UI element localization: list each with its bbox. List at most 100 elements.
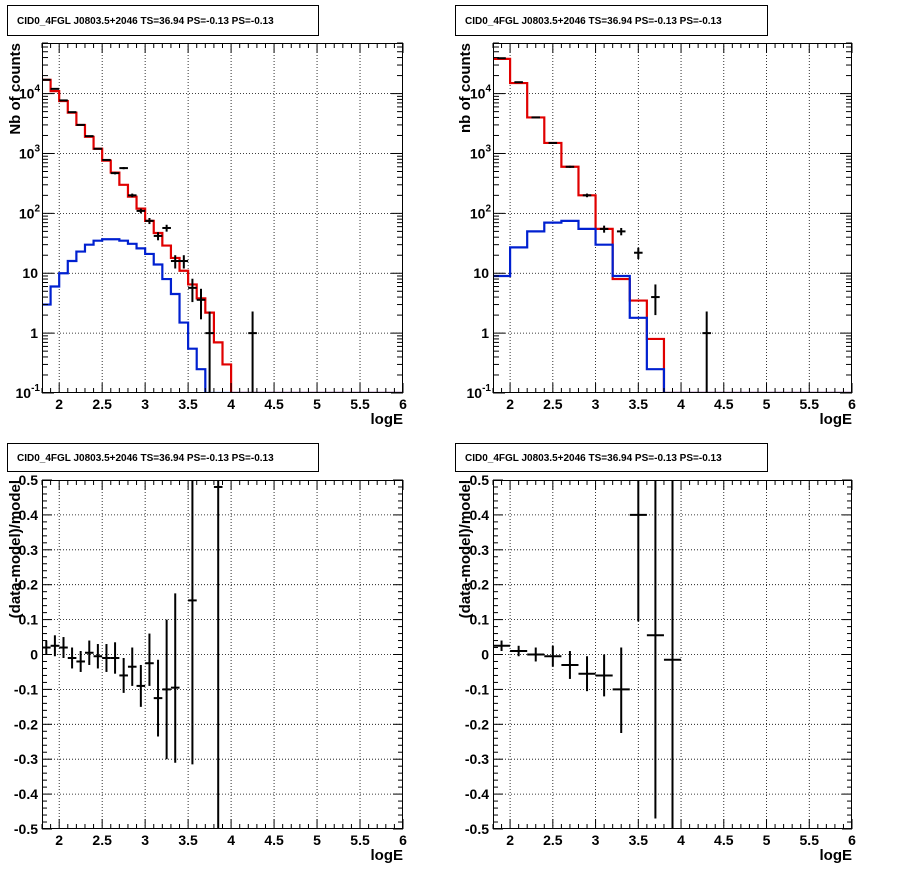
y-tick-label: 103: [470, 143, 492, 161]
x-tick-label: 2: [506, 396, 514, 412]
data-point: [493, 640, 511, 652]
y-tick-label: 104: [470, 84, 492, 102]
chart-title-box: [7, 5, 319, 36]
y-axis-label: (data-model)/model: [457, 480, 474, 618]
data-point: [531, 116, 541, 119]
data-point: [102, 644, 111, 672]
data-point: [76, 123, 85, 126]
x-tick-label: 4.5: [714, 832, 734, 848]
data-point: [188, 278, 197, 303]
x-axis-label: logE: [371, 411, 404, 428]
x-tick-label: 5.5: [800, 832, 820, 848]
y-tick-label: 0.4: [470, 507, 490, 523]
data-point: [651, 284, 660, 316]
chart-panel-1: CID0_4FGL J0803.5+2046 TS=36.94 PS=-0.13…: [7, 5, 407, 428]
data-point: [162, 224, 171, 232]
x-tick-label: 2: [55, 396, 63, 412]
x-tick-label: 6: [848, 832, 856, 848]
data-point: [127, 647, 137, 686]
x-axis-label: logE: [820, 847, 853, 864]
data-point: [248, 311, 257, 393]
y-tick-label: 102: [470, 203, 492, 221]
y-tick-label: 10-1: [467, 383, 492, 401]
x-ticks: [41, 43, 404, 393]
y-ticks: [493, 42, 852, 394]
x-tick-label: 5: [763, 832, 771, 848]
chart-title-box: [455, 5, 768, 36]
x-tick-label: 2: [55, 832, 63, 848]
plot-frame: [42, 43, 403, 393]
data-point: [196, 288, 206, 320]
chart-title: CID0_4FGL J0803.5+2046 TS=36.94 PS=-0.13…: [465, 453, 722, 464]
data-point: [153, 232, 163, 241]
grid-lines: [493, 43, 852, 393]
y-tick-label: 0.3: [19, 542, 39, 558]
x-tick-label: 3: [141, 832, 149, 848]
histogram-model_source: [42, 238, 403, 393]
y-tick-label: -0.1: [465, 681, 489, 697]
y-tick-label: 0.2: [470, 577, 490, 593]
data-point: [119, 657, 128, 693]
data-point: [510, 645, 528, 657]
x-tick-label: 2.5: [92, 396, 112, 412]
data-point: [145, 633, 154, 686]
x-tick-label: 2.5: [543, 832, 563, 848]
plot-frame: [493, 43, 852, 393]
y-tick-label: 0: [481, 647, 489, 663]
chart-title: CID0_4FGL J0803.5+2046 TS=36.94 PS=-0.13…: [17, 16, 274, 27]
x-tick-label: 3: [141, 396, 149, 412]
y-tick-label: 103: [19, 143, 41, 161]
series-layer: [493, 480, 682, 829]
data-point: [646, 480, 664, 819]
y-tick-label: -0.1: [14, 681, 38, 697]
x-tick-label: 3: [592, 832, 600, 848]
x-tick-label: 5.5: [350, 832, 370, 848]
data-point: [67, 647, 77, 669]
data-point: [67, 111, 77, 114]
histogram-model_total: [42, 78, 403, 393]
x-tick-label: 4: [227, 396, 235, 412]
x-tick-label: 2.5: [92, 832, 112, 848]
data-point: [145, 217, 154, 225]
data-point: [582, 193, 592, 198]
data-point: [565, 165, 575, 168]
y-tick-label: -0.5: [465, 821, 489, 837]
y-tick-label: 0.1: [19, 612, 39, 628]
x-ticks: [492, 43, 853, 393]
data-point: [205, 311, 214, 393]
data-point: [561, 651, 579, 679]
data-point: [84, 640, 94, 665]
x-tick-label: 3.5: [178, 832, 198, 848]
x-tick-label: 6: [399, 832, 407, 848]
x-ticks: [41, 480, 404, 829]
data-point: [84, 135, 94, 138]
chart-panel-4: CID0_4FGL J0803.5+2046 TS=36.94 PS=-0.13…: [455, 443, 856, 864]
y-tick-label: -0.3: [14, 751, 38, 767]
data-point: [527, 647, 545, 662]
y-tick-label: -0.2: [465, 716, 489, 732]
chart-title-box: [7, 443, 319, 472]
data-point: [188, 480, 197, 765]
y-tick-label: -0.2: [14, 716, 38, 732]
data-point: [76, 651, 85, 672]
histogram-model_source: [493, 219, 852, 393]
chart-panel-2: CID0_4FGL J0803.5+2046 TS=36.94 PS=-0.13…: [455, 5, 856, 428]
data-point: [663, 480, 682, 829]
data-point: [544, 645, 562, 667]
y-tick-label: 104: [19, 84, 41, 102]
y-axis-label: (data-model)/model: [7, 480, 24, 618]
grid-lines: [42, 43, 403, 393]
y-tick-label: 1: [481, 325, 489, 341]
data-point: [170, 593, 180, 763]
x-axis-label: logE: [820, 411, 853, 428]
x-tick-label: 5: [313, 396, 321, 412]
data-point: [119, 167, 128, 170]
data-point: [93, 644, 103, 669]
y-tick-label: 10: [22, 265, 38, 281]
x-tick-label: 4: [677, 832, 685, 848]
histogram-model_total: [493, 57, 852, 393]
data-point: [179, 255, 189, 269]
y-tick-label: -0.5: [14, 821, 38, 837]
data-point: [127, 193, 137, 198]
data-point: [170, 255, 180, 269]
